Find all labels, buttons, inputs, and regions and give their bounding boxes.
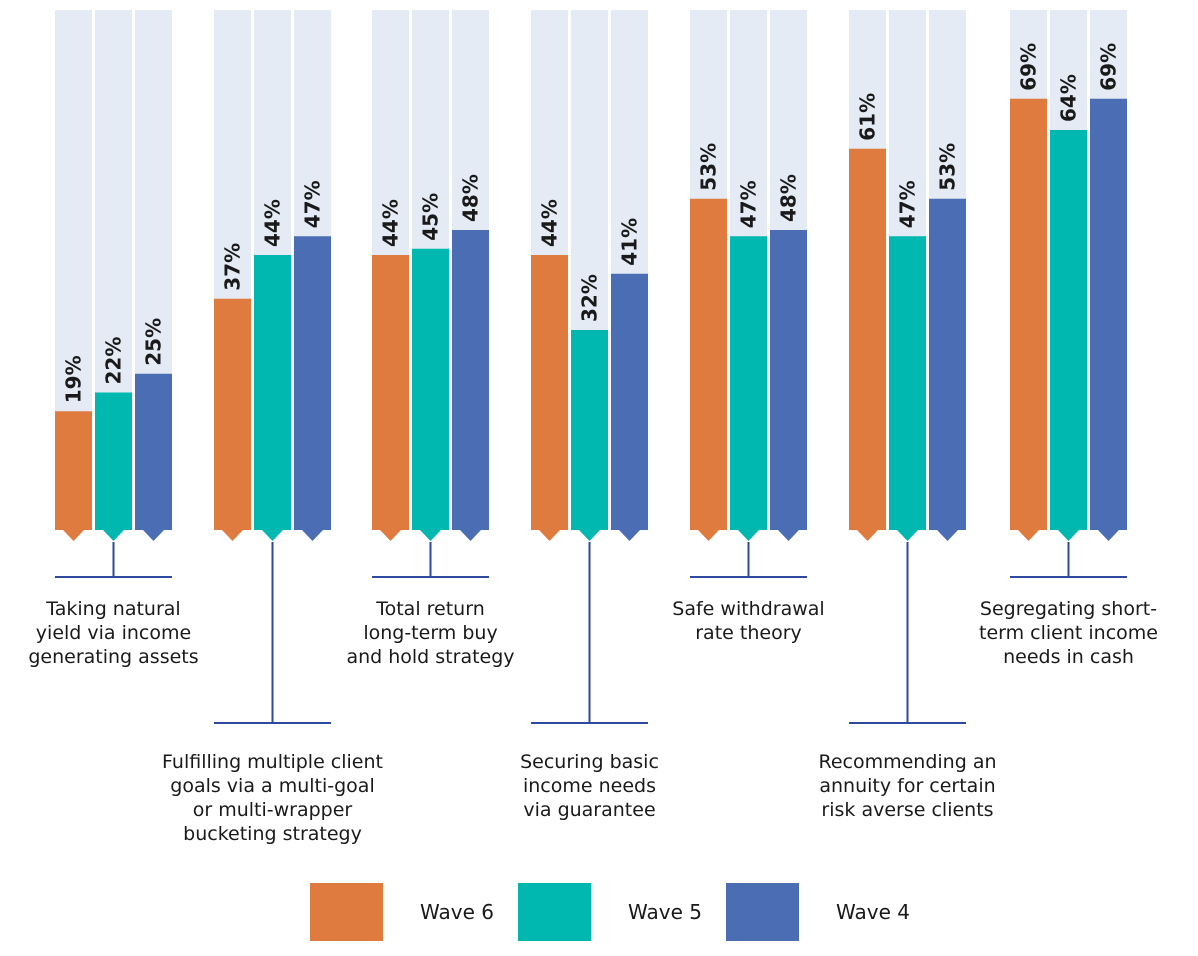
legend-swatch-wave-6: [310, 883, 383, 941]
value-label-6-wave-6: 61%: [856, 93, 880, 141]
bar-tip-6-wave-4: [937, 530, 958, 541]
value-label-1-wave-4: 25%: [142, 318, 166, 366]
bar-6-wave-4: [929, 198, 966, 530]
bar-tip-7-wave-6: [1018, 530, 1039, 541]
category-label-2: Fulfilling multiple client goals via a m…: [162, 751, 383, 845]
value-label-7-wave-4: 69%: [1097, 43, 1121, 91]
value-label-6-wave-4: 53%: [936, 143, 960, 191]
legend-item-wave-6: Wave 6: [310, 883, 494, 941]
bar-tip-2-wave-6: [222, 530, 243, 541]
category-label-7: Segregating short- term client income ne…: [979, 598, 1158, 668]
bar-7-wave-4: [1090, 98, 1127, 530]
bar-3-wave-4: [452, 230, 489, 530]
value-label-4-wave-6: 44%: [538, 199, 562, 247]
bar-tip-6-wave-5: [897, 530, 918, 541]
bar-tip-1-wave-5: [103, 530, 124, 541]
bar-2-wave-6: [214, 298, 251, 530]
value-label-4-wave-5: 32%: [578, 274, 602, 322]
value-label-3-wave-4: 48%: [459, 174, 483, 222]
legend-swatch-wave-4: [726, 883, 799, 941]
category-label-3: Total return long-term buy and hold stra…: [346, 598, 515, 668]
bar-5-wave-5: [730, 236, 767, 530]
legend-swatch-wave-5: [518, 883, 591, 941]
value-label-3-wave-5: 45%: [419, 193, 443, 241]
bar-tip-3-wave-5: [420, 530, 441, 541]
bar-4-wave-6: [531, 255, 568, 530]
category-label-1: Taking natural yield via income generati…: [28, 598, 199, 668]
value-label-1-wave-6: 19%: [62, 355, 86, 403]
bar-7-wave-5: [1050, 130, 1087, 530]
bar-tip-2-wave-4: [302, 530, 323, 541]
value-label-6-wave-5: 47%: [896, 180, 920, 228]
category-label-4: Securing basic income needs via guarante…: [520, 751, 659, 821]
value-label-2-wave-4: 47%: [301, 180, 325, 228]
bar-1-wave-5: [95, 392, 132, 530]
legend-label-wave-4: Wave 4: [836, 900, 910, 924]
value-label-4-wave-4: 41%: [618, 218, 642, 266]
value-label-7-wave-5: 64%: [1057, 74, 1081, 122]
bar-6-wave-6: [849, 148, 886, 530]
value-label-7-wave-6: 69%: [1017, 43, 1041, 91]
bar-tip-5-wave-6: [698, 530, 719, 541]
value-label-2-wave-5: 44%: [261, 199, 285, 247]
bar-tip-5-wave-5: [738, 530, 759, 541]
bar-tip-6-wave-6: [857, 530, 878, 541]
bar-tip-7-wave-5: [1058, 530, 1079, 541]
value-label-3-wave-6: 44%: [379, 199, 403, 247]
bar-2-wave-4: [294, 236, 331, 530]
bar-3-wave-5: [412, 248, 449, 530]
bar-2-wave-5: [254, 255, 291, 530]
value-label-5-wave-6: 53%: [697, 143, 721, 191]
bar-tip-1-wave-4: [143, 530, 164, 541]
category-label-6: Recommending an annuity for certain risk…: [818, 751, 997, 821]
bar-tip-4-wave-4: [619, 530, 640, 541]
legend-item-wave-5: Wave 5: [518, 883, 702, 941]
legend-item-wave-4: Wave 4: [726, 883, 910, 941]
bar-chart: 19% 22% 25% 37% 44% 47% 44% 45% 48% 44% 32% 41% 53% 4…: [55, 10, 1127, 724]
bar-tip-5-wave-4: [778, 530, 799, 541]
legend-label-wave-5: Wave 5: [628, 900, 702, 924]
bar-tip-3-wave-4: [460, 530, 481, 541]
bar-5-wave-4: [770, 230, 807, 530]
bar-6-wave-5: [889, 236, 926, 530]
bar-1-wave-6: [55, 411, 92, 530]
bar-4-wave-4: [611, 273, 648, 530]
value-label-5-wave-4: 48%: [777, 174, 801, 222]
value-label-5-wave-5: 47%: [737, 180, 761, 228]
bar-tip-7-wave-4: [1098, 530, 1119, 541]
bar-4-wave-5: [571, 330, 608, 530]
bar-tip-3-wave-6: [380, 530, 401, 541]
bar-5-wave-6: [690, 198, 727, 530]
category-label-5: Safe withdrawal rate theory: [672, 598, 825, 644]
bar-tip-4-wave-6: [539, 530, 560, 541]
bar-tip-2-wave-5: [262, 530, 283, 541]
legend-label-wave-6: Wave 6: [420, 900, 494, 924]
bar-tip-4-wave-5: [579, 530, 600, 541]
legend: Wave 6 Wave 5 Wave 4: [0, 883, 1198, 953]
value-label-2-wave-6: 37%: [221, 243, 245, 291]
bar-7-wave-6: [1010, 98, 1047, 530]
bar-1-wave-4: [135, 373, 172, 530]
value-label-1-wave-5: 22%: [102, 337, 126, 385]
bar-3-wave-6: [372, 255, 409, 530]
bar-tip-1-wave-6: [63, 530, 84, 541]
